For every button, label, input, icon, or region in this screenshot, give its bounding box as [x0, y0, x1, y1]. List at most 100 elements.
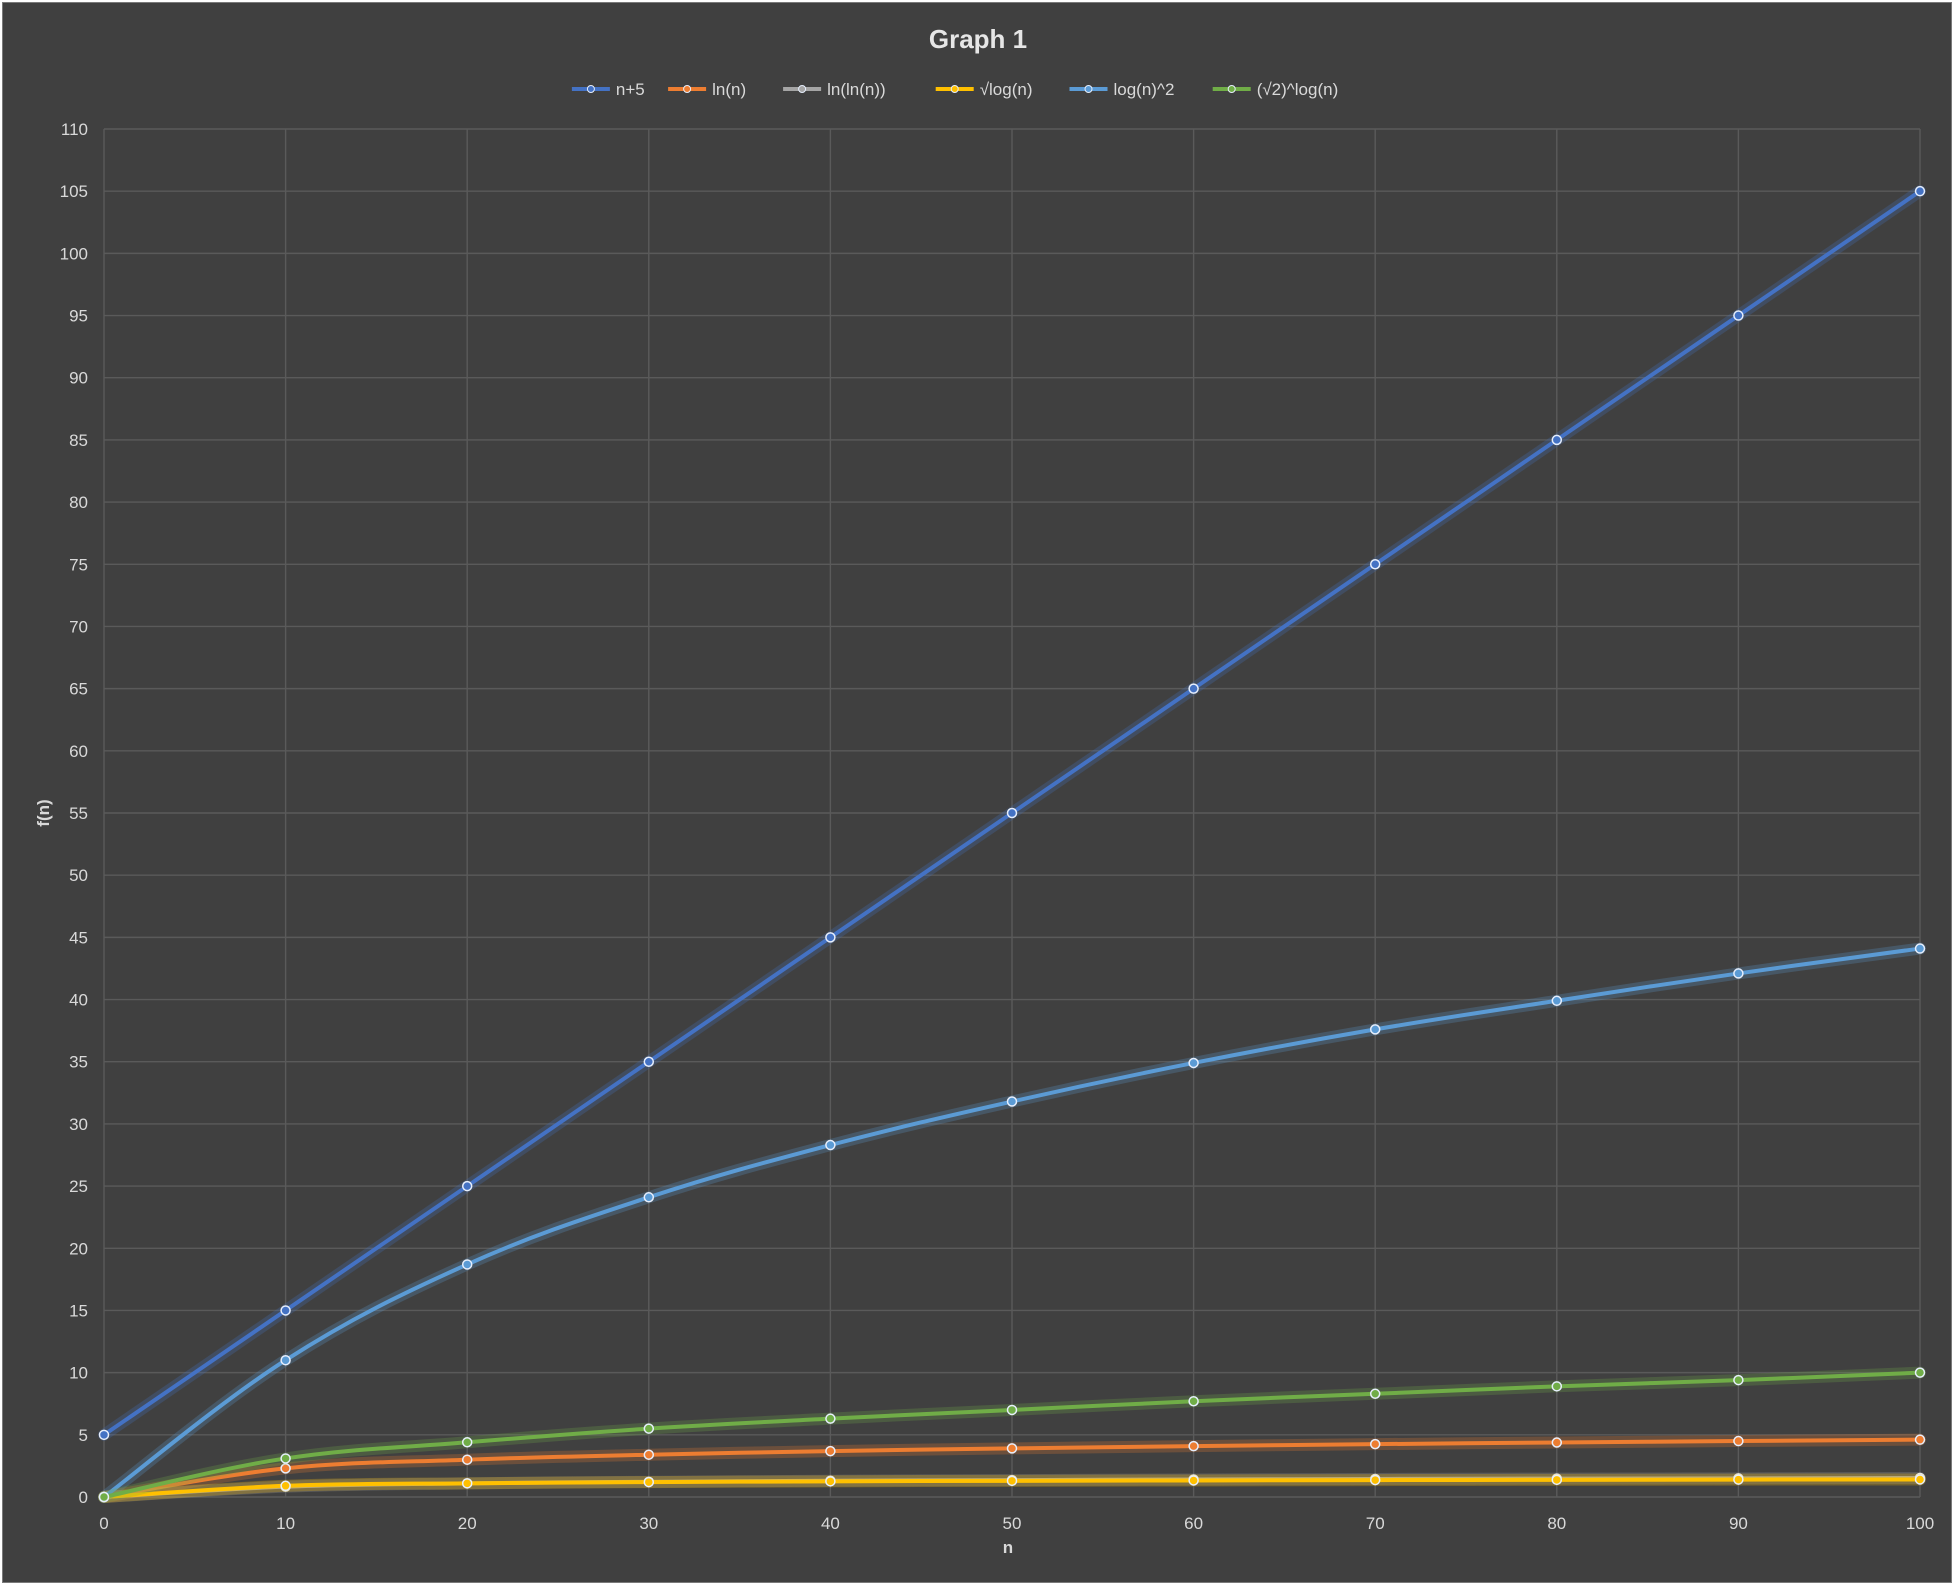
series-1-point [825, 1445, 836, 1457]
x-tick-label: 100 [1906, 1514, 1934, 1533]
series-0-point [1369, 559, 1381, 570]
y-tick-label: 95 [69, 307, 88, 326]
series-3-point [280, 1480, 291, 1492]
series-3-point [825, 1476, 836, 1487]
series-4-point [1006, 1096, 1018, 1107]
series-5 [98, 1366, 1926, 1503]
series-5-point [1006, 1404, 1018, 1416]
chart-title: Graph 1 [929, 24, 1027, 54]
x-tick-label: 10 [276, 1514, 295, 1533]
legend-item: log(n)^2 [1069, 80, 1174, 99]
series-1 [98, 1433, 1926, 1503]
series-4-line [102, 946, 1922, 1499]
x-tick-label: 60 [1184, 1514, 1203, 1533]
series-1-point [1188, 1440, 1199, 1452]
y-tick-label: 40 [69, 991, 88, 1010]
y-tick-label: 20 [69, 1239, 88, 1258]
y-tick-label: 30 [69, 1115, 88, 1134]
legend-marker [1227, 85, 1236, 93]
series-4-point [825, 1139, 836, 1151]
series-0-point [98, 1429, 110, 1441]
series-3-point [1914, 1474, 1926, 1485]
x-tick-label: 50 [1003, 1514, 1022, 1533]
y-tick-label: 105 [60, 182, 88, 201]
y-tick-label: 100 [60, 244, 88, 263]
line-chart: Graph 1 0 5 10 15 20 25 30 35 40 45 50 55 60 65 70 75 80… [34, 24, 1934, 1557]
y-tick-label: 5 [79, 1426, 88, 1445]
series-4-point [1369, 1024, 1381, 1035]
y-tick-label: 60 [69, 742, 88, 761]
legend-item: ln(ln(n)) [783, 80, 886, 99]
legend-label: ln(n) [712, 80, 746, 99]
series-0 [98, 185, 1926, 1441]
series-0-point [1914, 185, 1926, 197]
series-3-point [1551, 1474, 1563, 1486]
series-0-point [1733, 310, 1744, 321]
series-0-point [1188, 683, 1199, 694]
series-5-point [98, 1491, 110, 1503]
legend-item: √log(n) [935, 80, 1033, 99]
series-1-point [1369, 1438, 1381, 1450]
x-tick-label: 70 [1366, 1514, 1385, 1533]
series-5-point [1369, 1388, 1381, 1400]
series-1-point [461, 1454, 473, 1465]
series-5-point [1914, 1367, 1926, 1378]
legend-item: (√2)^log(n) [1212, 80, 1339, 99]
series-5-point [1733, 1374, 1744, 1386]
y-tick-label: 75 [69, 555, 88, 574]
series-5-point [1551, 1381, 1563, 1392]
legend-label: (√2)^log(n) [1257, 80, 1339, 99]
series-1-point [1006, 1443, 1018, 1454]
series-4-point [1551, 995, 1563, 1007]
y-tick-label: 85 [69, 431, 88, 450]
series-1-point [280, 1463, 291, 1474]
series-3-point [461, 1478, 473, 1489]
y-axis-ticks: 0 5 10 15 20 25 30 35 40 45 50 55 60 65 70 75 80 85 90 95 10… [60, 120, 88, 1507]
legend-marker [1084, 85, 1093, 93]
series-1-point [1551, 1437, 1563, 1448]
y-tick-label: 70 [69, 617, 88, 636]
series-0-point [643, 1056, 655, 1067]
legend-item: ln(n) [668, 80, 746, 99]
series-0-point [1006, 807, 1018, 819]
legend-item: n+5 [571, 80, 645, 99]
legend-label: n+5 [616, 80, 645, 99]
x-tick-label: 30 [639, 1514, 658, 1533]
series-4-point [1188, 1057, 1199, 1069]
series-3-point [643, 1476, 655, 1488]
x-tick-label: 20 [458, 1514, 477, 1533]
series-5-point [461, 1437, 473, 1448]
series-4-point [1914, 943, 1926, 954]
series-4-point [1733, 968, 1744, 979]
y-axis-title: f(n) [34, 799, 53, 826]
gridlines [103, 128, 1921, 1498]
series-5-point [825, 1413, 836, 1424]
legend: n+5 ln(n) ln(ln(n)) √log(n) log(n)^2 (√2)^log… [571, 80, 1339, 99]
legend-marker [683, 85, 692, 93]
y-tick-label: 35 [69, 1053, 88, 1072]
series-3-point [1188, 1475, 1199, 1486]
series-4-point [461, 1259, 473, 1270]
x-axis-ticks: 0 10 20 30 40 50 60 70 80 90 100 [99, 1514, 1934, 1533]
y-tick-label: 15 [69, 1301, 88, 1320]
y-tick-label: 45 [69, 928, 88, 947]
series-0-point [461, 1180, 473, 1192]
series-5-point [280, 1453, 291, 1464]
y-tick-label: 25 [69, 1177, 88, 1196]
series-4-point [643, 1192, 655, 1203]
legend-label: √log(n) [980, 80, 1033, 99]
series-0-point [1551, 434, 1563, 446]
series-3-point [1733, 1474, 1744, 1485]
series-1-point [1914, 1434, 1926, 1445]
series-5-point [643, 1423, 655, 1434]
y-tick-label: 55 [69, 804, 88, 823]
y-tick-label: 65 [69, 680, 88, 699]
legend-marker [950, 85, 959, 93]
y-tick-label: 50 [69, 866, 88, 885]
series-4-point [280, 1354, 291, 1366]
y-tick-label: 110 [61, 120, 88, 139]
series-3-point [1006, 1475, 1018, 1487]
x-tick-label: 0 [99, 1514, 108, 1533]
series-1-point [643, 1449, 655, 1460]
